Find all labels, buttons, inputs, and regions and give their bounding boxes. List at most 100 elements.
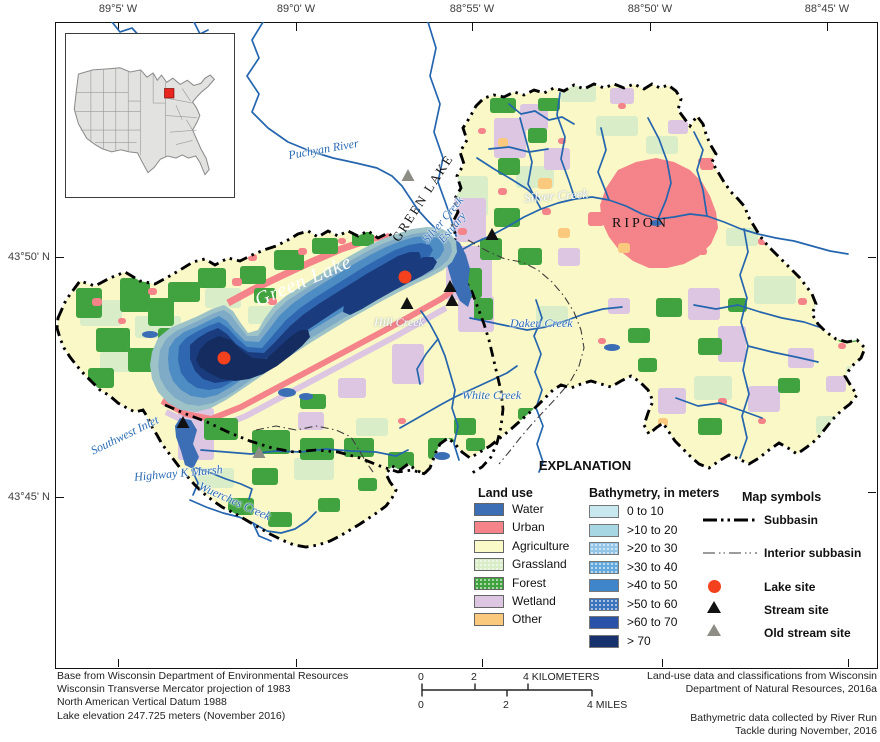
bathymetry-label: >10 to 20	[627, 523, 678, 537]
stream-site-marker	[443, 280, 457, 292]
stream-site-marker	[400, 297, 414, 309]
graticule-tick	[650, 23, 651, 31]
landuse-swatch-urban	[474, 521, 504, 534]
scale-km-4: 4 KILOMETERS	[523, 671, 600, 683]
lake-site-marker	[217, 351, 231, 365]
scale-km-0: 0	[418, 671, 424, 683]
landuse-swatch-forest	[474, 577, 504, 590]
stream-site-symbol	[707, 601, 721, 613]
graticule-tick	[56, 497, 64, 498]
credit-line: Bathymetric data collected by River Run	[690, 712, 877, 724]
scale-mi-0: 0	[418, 699, 424, 711]
landuse-label: Grassland	[512, 557, 567, 571]
map-symbols-legend-title: Map symbols	[742, 490, 822, 504]
graticule-tick	[56, 257, 64, 258]
credit-line: Land-use data and classifications from W…	[647, 670, 877, 682]
credit-line: Base from Wisconsin Department of Enviro…	[57, 670, 349, 682]
bathymetry-swatch-7	[589, 616, 619, 629]
bathymetry-label: >50 to 60	[627, 597, 678, 611]
bathymetry-swatch-5	[589, 579, 619, 592]
lake-site-marker	[398, 270, 412, 284]
usa-map	[73, 67, 216, 176]
credit-line: North American Vertical Datum 1988	[57, 696, 227, 709]
graticule-tick	[868, 257, 876, 258]
stream-site-marker	[176, 416, 190, 428]
study-area-marker	[164, 88, 175, 99]
symbol-label: Old stream site	[764, 626, 851, 640]
old-stream-site-symbol	[707, 624, 721, 636]
landuse-label: Other	[512, 612, 543, 626]
axis-label-longitude: 89°0' W	[276, 3, 316, 15]
graticule-tick	[827, 23, 828, 31]
ripon-urban-area	[600, 158, 718, 268]
bathymetry-swatch-2	[589, 524, 619, 537]
scale-mi-2: 2	[503, 699, 509, 711]
symbol-label: Interior subbasin	[764, 546, 862, 560]
bathymetry-label: >40 to 50	[627, 578, 678, 592]
stream-site-marker	[445, 294, 459, 306]
lake-site-symbol	[708, 580, 721, 593]
landuse-legend-title: Land use	[478, 486, 533, 500]
graticule-tick	[296, 659, 297, 667]
scale-mi-4: 4 MILES	[587, 699, 628, 711]
graticule-tick	[848, 659, 849, 667]
axis-label-longitude: 88°50' W	[627, 3, 673, 15]
bathymetry-label: >30 to 40	[627, 560, 678, 574]
landuse-label: Forest	[512, 576, 547, 590]
subbasin-divides	[164, 264, 505, 476]
graticule-tick	[118, 659, 119, 667]
scale-bar	[421, 683, 593, 697]
symbol-label: Stream site	[764, 603, 829, 617]
interior-subbasin-line-symbol	[703, 552, 757, 554]
axis-label-latitude: 43°50' N	[8, 251, 50, 263]
graticule-tick	[662, 659, 663, 667]
state-boundaries	[75, 68, 197, 158]
landuse-label: Agriculture	[512, 539, 570, 553]
usa-locator-inset	[65, 33, 235, 198]
landuse-label: Wetland	[512, 594, 556, 608]
credit-line: Wisconsin Transverse Mercator projection…	[57, 683, 291, 696]
interior-subbasin-lines	[255, 239, 585, 473]
landuse-swatch-agriculture	[474, 540, 504, 553]
landuse-credit: Land-use data and classifications from W…	[620, 670, 877, 696]
monitoring-sites	[176, 169, 499, 458]
landuse-swatch-other	[474, 613, 504, 626]
graticule-tick	[868, 492, 876, 493]
watershed-map-svg	[55, 21, 867, 549]
streams	[111, 21, 849, 542]
axis-label-longitude: 88°55' W	[449, 3, 495, 15]
subbasin-line-symbol	[703, 518, 757, 522]
landuse-label: Urban	[512, 520, 545, 534]
graticule-tick	[482, 659, 483, 667]
bathymetry-label: > 70	[627, 634, 651, 648]
scale-km-2: 2	[471, 671, 477, 683]
bathymetry-legend-title: Bathymetry, in meters	[589, 486, 720, 500]
symbol-label: Lake site	[764, 580, 816, 594]
landuse-swatch-wetland	[474, 595, 504, 608]
symbol-label: Subbasin	[764, 513, 819, 527]
bathymetry-credit: Bathymetric data collected by River Run …	[620, 712, 877, 738]
axis-label-latitude: 43°45' N	[8, 491, 50, 503]
bathymetry-swatch-8	[589, 635, 619, 648]
credit-line: Lake elevation 247.725 meters (November …	[57, 709, 286, 722]
graticule-tick	[472, 23, 473, 31]
credit-line: Department of Natural Resources, 2016a	[685, 683, 877, 696]
bathymetry-swatch-1	[589, 505, 619, 518]
landuse-swatch-grassland	[474, 558, 504, 571]
legend-title: EXPLANATION	[538, 458, 632, 473]
axis-label-longitude: 88°45' W	[804, 3, 850, 15]
bathymetry-label: >60 to 70	[627, 615, 678, 629]
landuse-swatch-water	[474, 503, 504, 516]
bathymetry-label: 0 to 10	[627, 504, 664, 518]
bathymetry-swatch-6	[589, 598, 619, 611]
credit-line: Tackle during November, 2016	[735, 725, 877, 738]
bathymetry-swatch-3	[589, 542, 619, 555]
old-stream-site-marker	[252, 446, 266, 458]
bathymetry-swatch-4	[589, 561, 619, 574]
usa-outline	[73, 67, 216, 176]
graticule-tick	[296, 23, 297, 31]
bathymetry-label: >20 to 30	[627, 541, 678, 555]
watershed-map	[55, 21, 877, 668]
landuse-label: Water	[512, 502, 544, 516]
